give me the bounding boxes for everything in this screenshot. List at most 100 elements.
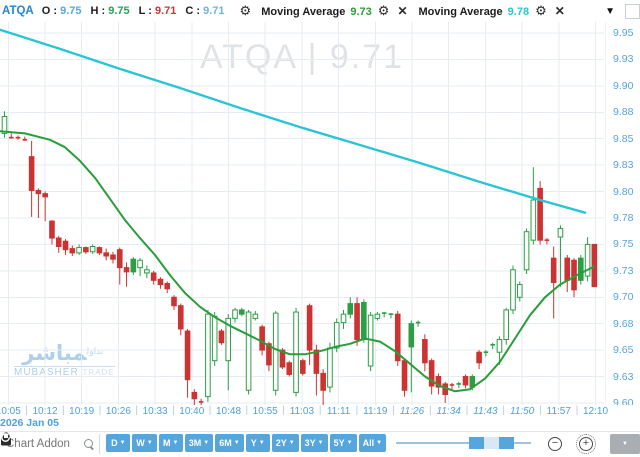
candle-63[interactable] (428, 358, 435, 395)
candle-58[interactable] (394, 310, 401, 366)
period-button-all[interactable]: All ▼ (358, 434, 387, 452)
candle-75[interactable] (510, 265, 516, 315)
range-slider-middle[interactable] (484, 437, 500, 449)
candle-81[interactable] (550, 246, 557, 319)
range-slider-right-handle[interactable] (499, 437, 515, 449)
candle-62[interactable] (422, 334, 428, 372)
candle-34[interactable] (232, 307, 238, 323)
indicator-settings-gear-icon[interactable]: ⚙ (377, 3, 390, 18)
candle-4[interactable] (28, 140, 35, 217)
period-button-3m[interactable]: 3M ▼ (184, 434, 214, 452)
indicator-close-icon[interactable]: ✕ (397, 4, 408, 18)
candle-77[interactable] (523, 228, 530, 274)
candle-45[interactable] (306, 303, 313, 365)
candle-46[interactable] (313, 344, 320, 396)
candle-36[interactable] (245, 309, 252, 395)
candle-70[interactable] (476, 350, 482, 370)
period-button-w[interactable]: W ▼ (132, 434, 157, 452)
candle-60[interactable] (408, 320, 415, 393)
candle-3[interactable] (22, 136, 28, 141)
candle-73[interactable] (496, 336, 503, 365)
candle-72[interactable] (490, 342, 495, 350)
period-button-y[interactable]: Y ▼ (245, 434, 270, 452)
candle-26[interactable] (177, 303, 184, 336)
candle-52[interactable] (354, 297, 360, 346)
candle-27[interactable] (184, 328, 191, 398)
time-axis[interactable]: 10:05|10:12|10:19|10:26|10:33|10:40|10:4… (0, 405, 640, 418)
candle-53[interactable] (361, 299, 367, 343)
candle-7[interactable] (49, 220, 55, 245)
moving-average-line-2[interactable] (0, 28, 587, 214)
period-button-d[interactable]: D ▼ (106, 434, 131, 452)
candle-48[interactable] (327, 342, 333, 393)
candle-5[interactable] (35, 188, 42, 218)
candlestick-chart-canvas[interactable] (0, 22, 604, 405)
candle-86[interactable] (584, 237, 591, 282)
candle-66[interactable] (449, 382, 455, 390)
candle-33[interactable] (225, 314, 232, 391)
candle-71[interactable] (483, 350, 489, 357)
candle-47[interactable] (320, 369, 326, 405)
candle-79[interactable] (537, 180, 543, 245)
candle-54[interactable] (367, 312, 374, 372)
candle-57[interactable] (388, 313, 394, 319)
candle-76[interactable] (516, 281, 523, 302)
range-slider[interactable] (396, 434, 532, 452)
candle-38[interactable] (259, 324, 265, 356)
candle-35[interactable] (239, 307, 245, 317)
period-button-m[interactable]: M ▼ (158, 434, 183, 452)
candle-11[interactable] (76, 244, 82, 255)
period-button-2y[interactable]: 2Y ▼ (271, 434, 299, 452)
candle-25[interactable] (171, 295, 177, 310)
candle-19[interactable] (130, 257, 137, 276)
main-series-settings-gear-icon[interactable]: ⚙ (239, 3, 252, 18)
candle-22[interactable] (150, 270, 157, 285)
candle-59[interactable] (401, 358, 408, 397)
candle-56[interactable] (381, 312, 387, 318)
symbol-label[interactable]: ATQA (2, 5, 34, 17)
candle-10[interactable] (69, 245, 76, 257)
candle-15[interactable] (103, 248, 110, 261)
candle-67[interactable] (456, 381, 462, 389)
reset-chart-button[interactable]: ▼ (1, 432, 640, 454)
candle-28[interactable] (191, 389, 198, 405)
candle-50[interactable] (340, 309, 347, 329)
indicator-settings-gear-icon[interactable]: ⚙ (535, 3, 547, 18)
chart-area[interactable]: ATQA | 9.71 تداولمباشر MUBASHER TRADE (0, 22, 604, 405)
candle-18[interactable] (123, 262, 130, 287)
candle-8[interactable] (55, 235, 62, 253)
candle-16[interactable] (110, 251, 116, 264)
candle-61[interactable] (415, 320, 421, 327)
candle-80[interactable] (544, 238, 550, 245)
candle-17[interactable] (116, 247, 123, 285)
candle-13[interactable] (89, 244, 96, 254)
candle-9[interactable] (62, 239, 69, 255)
candle-65[interactable] (442, 381, 448, 403)
candle-31[interactable] (211, 312, 218, 366)
candle-29[interactable] (198, 398, 204, 405)
period-button-5y[interactable]: 5Y ▼ (329, 434, 357, 452)
chart-addon-input[interactable] (4, 437, 84, 451)
range-slider-track[interactable] (396, 442, 532, 444)
candle-55[interactable] (374, 312, 381, 321)
candle-44[interactable] (300, 358, 306, 376)
candle-42[interactable] (286, 360, 293, 377)
candle-32[interactable] (218, 328, 225, 345)
candle-37[interactable] (252, 310, 259, 321)
period-button-3y[interactable]: 3Y ▼ (300, 434, 328, 452)
candle-40[interactable] (272, 310, 279, 396)
candle-51[interactable] (347, 297, 354, 319)
candle-23[interactable] (157, 277, 164, 289)
price-axis[interactable]: 9.95 9.93 9.90 9.88 9.85 9.83 9.80 9.78 9.75 9.73… (605, 22, 640, 405)
range-slider-left-handle[interactable] (469, 437, 485, 449)
candle-2[interactable] (15, 135, 21, 140)
chart-addon-search[interactable] (0, 434, 101, 454)
candle-83[interactable] (564, 254, 571, 292)
candle-74[interactable] (503, 307, 510, 345)
candle-6[interactable] (42, 191, 48, 222)
panel-corner-box[interactable] (625, 3, 640, 19)
candle-21[interactable] (144, 265, 150, 279)
candle-85[interactable] (578, 254, 584, 285)
candle-43[interactable] (293, 307, 299, 397)
candle-20[interactable] (137, 258, 143, 277)
